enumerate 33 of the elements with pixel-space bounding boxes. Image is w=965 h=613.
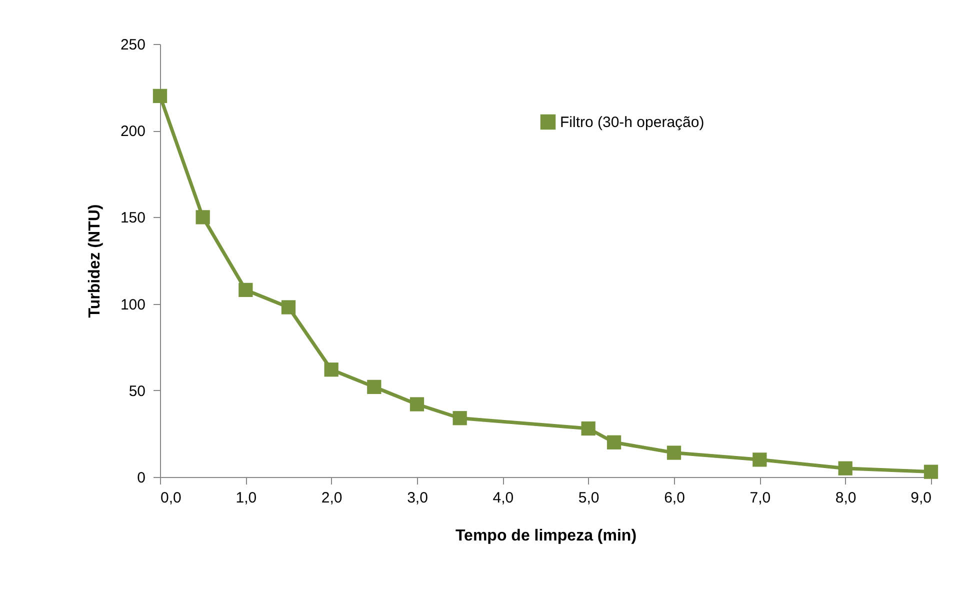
- point: [152, 88, 168, 104]
- point: [666, 446, 682, 460]
- x-tick-label: 8,0: [835, 490, 856, 506]
- point: [324, 362, 338, 377]
- y-tick-label: 100: [120, 296, 146, 314]
- x-tick-label: 1,0: [236, 490, 257, 506]
- legend-label: Filtro (30-h operação): [560, 114, 704, 131]
- y-tick-label: 50: [128, 382, 146, 400]
- point: [196, 210, 210, 224]
- point: [752, 452, 767, 467]
- x-tick-label: 4,0: [492, 490, 514, 506]
- x-tick-label: 3,0: [407, 490, 428, 506]
- point: [838, 461, 852, 476]
- y-tick-label: 150: [120, 210, 146, 227]
- x-tick-label: 5,0: [578, 490, 600, 506]
- point: [924, 464, 938, 479]
- x-axis-title: Tempo de limpeza (min): [455, 528, 637, 544]
- point: [410, 397, 424, 412]
- point: [581, 421, 596, 436]
- y-tick-label: 200: [120, 123, 146, 140]
- point: [606, 435, 622, 450]
- point: [452, 411, 467, 426]
- x-tick-label: 6,0: [664, 490, 685, 506]
- y-tick-label: 250: [120, 36, 146, 54]
- y-axis-title: Turbidez (NTU): [86, 204, 104, 318]
- x-tick-label: 2,0: [321, 490, 342, 506]
- point: [281, 300, 296, 314]
- point: [238, 282, 253, 298]
- x-tick-label: 9,0: [910, 490, 932, 506]
- point: [367, 380, 382, 394]
- y-tick-label: 0: [137, 470, 146, 486]
- x-tick-label: 0,0: [160, 490, 182, 506]
- x-tick-label: 7,0: [750, 490, 771, 506]
